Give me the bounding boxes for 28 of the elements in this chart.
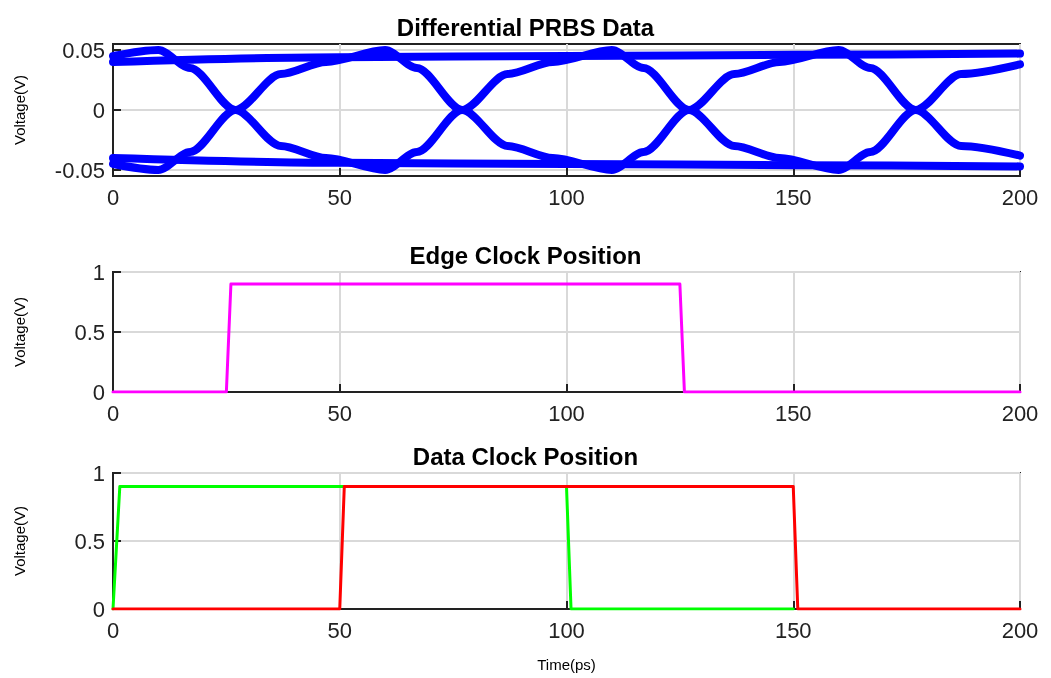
y-tick-label: 0.05 xyxy=(62,37,105,63)
x-tick-label: 50 xyxy=(327,400,352,426)
x-tick-label: 150 xyxy=(774,400,812,426)
x-tick-label: 100 xyxy=(548,400,585,426)
x-tick-label: 200 xyxy=(1001,184,1039,210)
y-tick-label: 0.5 xyxy=(74,528,105,554)
x-tick-label: 100 xyxy=(548,617,585,643)
y-tick-label: 0 xyxy=(92,379,105,405)
y-tick-label: 0 xyxy=(92,596,105,622)
x-tick-label: 200 xyxy=(1001,400,1039,426)
x-tick-label: 100 xyxy=(548,184,585,210)
y-axis-title: Voltage(V) xyxy=(11,296,28,368)
y-tick-label: 1 xyxy=(92,259,105,285)
x-tick-label: 50 xyxy=(327,184,352,210)
x-tick-label: 150 xyxy=(774,184,812,210)
y-axis-title: Voltage(V) xyxy=(11,505,28,577)
y-tick-label: 0 xyxy=(92,97,105,123)
y-axis-title: Voltage(V) xyxy=(11,74,28,146)
x-tick-label: 50 xyxy=(327,617,352,643)
chart-title: Data Clock Position xyxy=(412,442,639,470)
x-tick-label: 200 xyxy=(1001,617,1039,643)
chart-title: Differential PRBS Data xyxy=(396,13,655,41)
x-axis-title: Time(ps) xyxy=(537,656,596,673)
y-tick-label: 0.5 xyxy=(74,319,105,345)
x-tick-label: 150 xyxy=(774,617,812,643)
chart-title: Edge Clock Position xyxy=(409,241,642,269)
y-tick-label: -0.05 xyxy=(54,157,105,183)
y-tick-label: 1 xyxy=(92,460,105,486)
